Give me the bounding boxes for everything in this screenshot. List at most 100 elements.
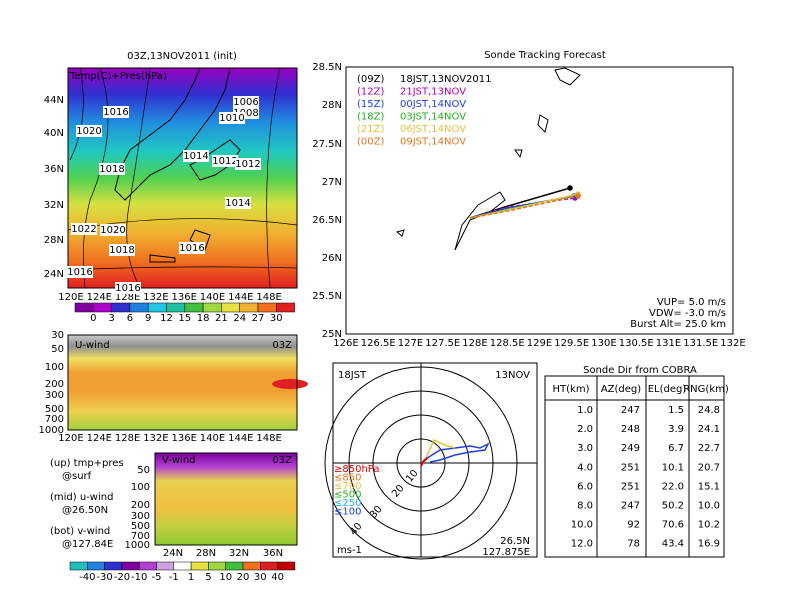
isobar-label-bg [71,223,97,235]
isobar-label: 1010 [219,113,244,124]
table-header: AZ(deg) [601,384,641,395]
x-tick-label: 131E [656,338,681,349]
colorbar-cell [202,302,222,313]
hodo-date: 13NOV [495,370,530,381]
x-tick-label: 127E [398,338,423,349]
frame [154,452,298,546]
colorbar-label: 12 [160,313,173,324]
x-tick-label: 140E [200,433,225,444]
table-cell: 20.7 [698,462,720,473]
colorbar-label: -20 [114,572,130,583]
colorbar-cell [129,302,149,313]
colorbar-label: 6 [127,313,133,324]
jet-core [272,379,308,389]
y-tick-label: 500 [131,521,150,532]
table-cell: 3.0 [577,443,593,454]
x-tick-label: 148E [256,292,281,303]
level-label: ≤250 [334,498,361,509]
note: @127.84E [62,539,113,550]
isobar-label: 1018 [99,164,124,175]
colorbar-label: 9 [145,313,151,324]
frame [67,67,298,289]
y-tick-label: 25.5N [312,291,342,302]
colorbar-cell [74,302,94,313]
colorbar-cell [104,561,123,571]
note: @surf [62,471,92,482]
note: (bot) v-wind [50,526,110,537]
table-header: RNG(km) [683,384,729,395]
isobar-label: 1018 [109,245,134,256]
table-header: HT(km) [553,384,590,395]
legend-code: (21Z) [357,124,384,135]
table-cell: 50.2 [662,501,684,512]
isobar-label: 1016 [179,243,204,254]
colorbar-cell [184,302,204,313]
colorbar-cell [166,302,186,313]
colorbar-label: 40 [271,572,284,583]
colorbar-cell [69,561,88,571]
track-end [567,185,573,191]
y-tick-label: 32N [44,200,64,211]
note: (mid) u-wind [50,492,113,503]
colorbar-label: -1 [169,572,179,583]
x-tick-label: 36N [263,548,283,559]
isobar-label-bg [183,150,209,162]
colorbar-cell [277,561,296,571]
panel-label: Temp(C)+Pres(hPa) [69,71,167,82]
isobar-label: 1012 [235,159,260,170]
y-tick-label: 27.5N [312,139,342,150]
y-tick-label: 36N [44,164,64,175]
x-tick-label: 128E [462,338,487,349]
table-cell: 10.1 [662,462,684,473]
table-cell: 1.5 [668,405,684,416]
colorbar-cell [121,561,140,571]
isobar-label-bg [100,224,126,236]
colorbar-cell [257,302,277,313]
y-tick-label: 28N [322,100,342,111]
table-cell: 24.1 [698,424,720,435]
legend-code: (00Z) [357,137,384,148]
x-tick-label: 130E [591,338,616,349]
colorbar-label: 30 [254,572,267,583]
isobar-label-bg [109,244,135,256]
legend-code: (09Z) [357,74,384,85]
y-tick-label: 1000 [125,540,150,551]
colorbar-label: -30 [96,572,112,583]
table-cell: 251 [621,462,640,473]
colorbar-label: 20 [237,572,250,583]
panel-time: 03Z [272,340,292,351]
isobar-label-bg [225,197,251,209]
legend-time: 18JST,13NOV2011 [400,74,492,85]
colorbar-cell [276,302,295,313]
y-tick-label: 24N [44,269,64,280]
frame [332,362,538,558]
y-tick-label: 25N [322,329,342,340]
x-tick-label: 136E [171,292,196,303]
x-tick-label: 129E [527,338,552,349]
y-tick-label: 26N [322,253,342,264]
hodo-line [420,442,490,467]
x-tick-label: 24N [163,548,183,559]
table-cell: 22.0 [662,481,684,492]
x-tick-label: 136E [171,433,196,444]
table-cell: 92 [627,520,640,531]
x-tick-label: 140E [200,292,225,303]
y-tick-label: 44N [44,95,64,106]
hodo-unit: ms-1 [337,545,362,556]
x-tick-label: 120E [58,292,83,303]
x-tick-label: 128E [115,292,140,303]
v-wind-field [155,453,297,545]
track-line [469,195,579,219]
colorbar-label: 3 [108,313,114,324]
colorbar-label: 5 [205,572,211,583]
colorbar-cell [147,302,167,313]
colorbar-label: 1 [188,572,194,583]
colorbar-cell [242,561,261,571]
panel-title: 03Z,13NOV2011 (init) [127,51,237,62]
table-cell: 6.0 [577,481,593,492]
legend-time: 21JST,13NOV [400,87,466,98]
isobar-label: 1016 [67,267,92,278]
legend-code: (18Z) [357,112,384,123]
colorbar-label: -40 [79,572,95,583]
